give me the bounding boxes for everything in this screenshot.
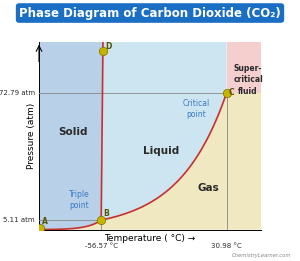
Polygon shape [226, 42, 261, 93]
Text: Gas: Gas [197, 183, 219, 193]
Text: ChemistryLearner.com: ChemistryLearner.com [232, 253, 291, 258]
Polygon shape [101, 42, 226, 220]
X-axis label: Temperature ( °C) →: Temperature ( °C) → [104, 234, 196, 243]
Y-axis label: Pressure (atm): Pressure (atm) [27, 103, 36, 169]
Text: -56.57 °C: -56.57 °C [85, 243, 118, 249]
Text: C: C [229, 88, 234, 97]
Text: B: B [103, 209, 109, 218]
Text: Critical
point: Critical point [183, 99, 210, 120]
Text: 5.11 atm: 5.11 atm [3, 217, 35, 223]
Text: Phase Diagram of Carbon Dioxide (CO₂): Phase Diagram of Carbon Dioxide (CO₂) [19, 7, 281, 20]
Text: A: A [42, 217, 48, 226]
Text: Super-
critical
fluid: Super- critical fluid [233, 64, 263, 96]
Text: 30.98 °C: 30.98 °C [211, 243, 242, 249]
Text: Liquid: Liquid [142, 146, 179, 156]
Text: Triple
point: Triple point [69, 189, 89, 210]
Text: 72.79 atm: 72.79 atm [0, 90, 35, 96]
Polygon shape [39, 42, 103, 230]
Text: D: D [105, 42, 111, 51]
Polygon shape [39, 93, 261, 230]
Text: Solid: Solid [58, 127, 88, 137]
